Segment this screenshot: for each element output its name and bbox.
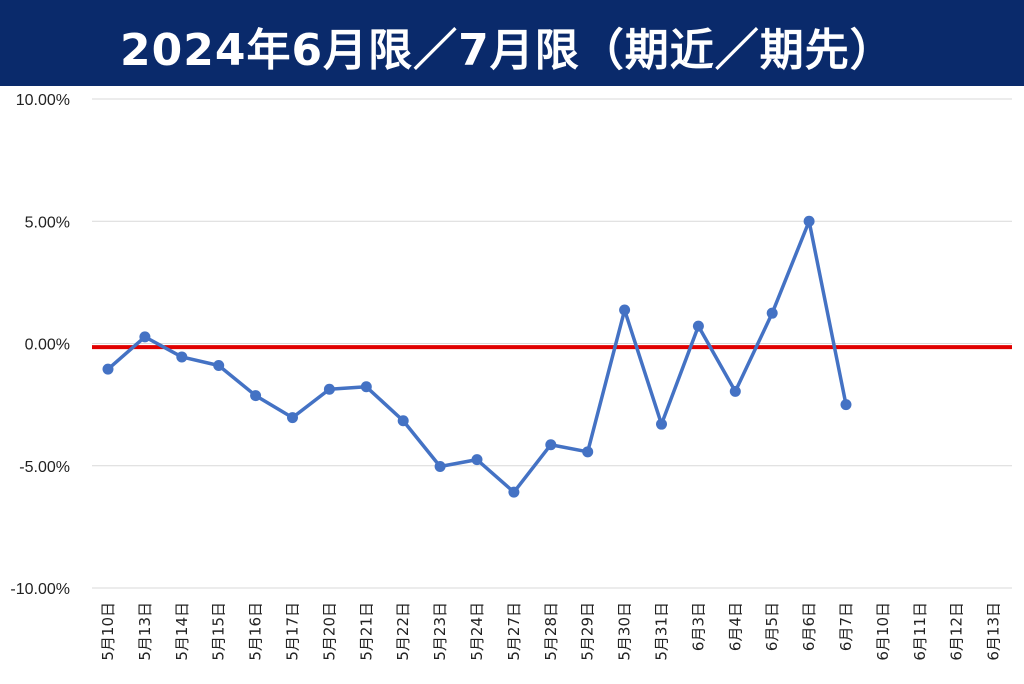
data-point — [434, 460, 446, 472]
x-tick-label: 5月10日 — [99, 602, 117, 661]
x-tick-label: 6月5日 — [763, 602, 781, 651]
x-tick-label: 5月15日 — [210, 602, 228, 661]
chart-title: 2024年6月限／7月限（期近／期先） — [120, 25, 895, 76]
data-point — [323, 383, 335, 395]
data-point — [545, 439, 557, 451]
x-tick-label: 6月3日 — [689, 602, 707, 651]
data-point — [360, 381, 372, 393]
x-tick-label: 6月7日 — [837, 602, 855, 651]
data-point — [176, 351, 188, 363]
x-tick-label: 5月23日 — [431, 602, 449, 661]
y-tick-label: 10.00% — [16, 92, 70, 109]
x-tick-label: 5月31日 — [653, 602, 671, 661]
x-tick-label: 5月17日 — [284, 602, 302, 661]
x-tick-label: 5月20日 — [320, 602, 338, 661]
x-tick-label: 5月13日 — [136, 602, 154, 661]
data-point — [766, 307, 778, 319]
x-tick-label: 5月27日 — [505, 602, 523, 661]
x-tick-label: 6月10日 — [874, 602, 892, 661]
x-tick-label: 6月4日 — [726, 602, 744, 651]
x-tick-label: 5月22日 — [394, 602, 412, 661]
y-tick-label: 5.00% — [25, 214, 70, 231]
series-line — [106, 219, 848, 494]
data-point — [582, 446, 594, 458]
x-tick-label: 5月28日 — [542, 602, 560, 661]
x-tick-label: 5月16日 — [247, 602, 265, 661]
x-tick-label: 5月14日 — [173, 602, 191, 661]
x-tick-label: 5月29日 — [579, 602, 597, 661]
data-point — [508, 486, 520, 498]
x-tick-label: 6月12日 — [948, 602, 966, 661]
x-tick-label: 6月11日 — [911, 602, 929, 661]
data-point — [840, 399, 852, 411]
x-tick-label: 6月6日 — [800, 602, 818, 651]
data-point — [803, 215, 815, 227]
y-tick-label: -5.00% — [19, 459, 70, 476]
data-point — [656, 418, 667, 430]
x-tick-label: 5月21日 — [357, 602, 375, 661]
x-tick-label: 6月13日 — [985, 602, 1003, 661]
data-point — [102, 363, 114, 375]
data-point — [471, 454, 483, 466]
x-tick-label: 5月24日 — [468, 602, 486, 661]
data-point — [729, 385, 741, 397]
data-point — [287, 412, 298, 424]
x-tick-label: 5月30日 — [616, 602, 634, 661]
y-tick-label: 0.00% — [25, 337, 70, 354]
data-point — [213, 360, 225, 372]
y-tick-label: -10.00% — [10, 581, 70, 598]
data-point — [397, 415, 409, 427]
data-point — [619, 304, 631, 316]
data-point — [692, 320, 704, 332]
title-bar: 2024年6月限／7月限（期近／期先） — [0, 0, 1024, 86]
data-point — [250, 390, 262, 402]
data-point — [139, 331, 151, 343]
